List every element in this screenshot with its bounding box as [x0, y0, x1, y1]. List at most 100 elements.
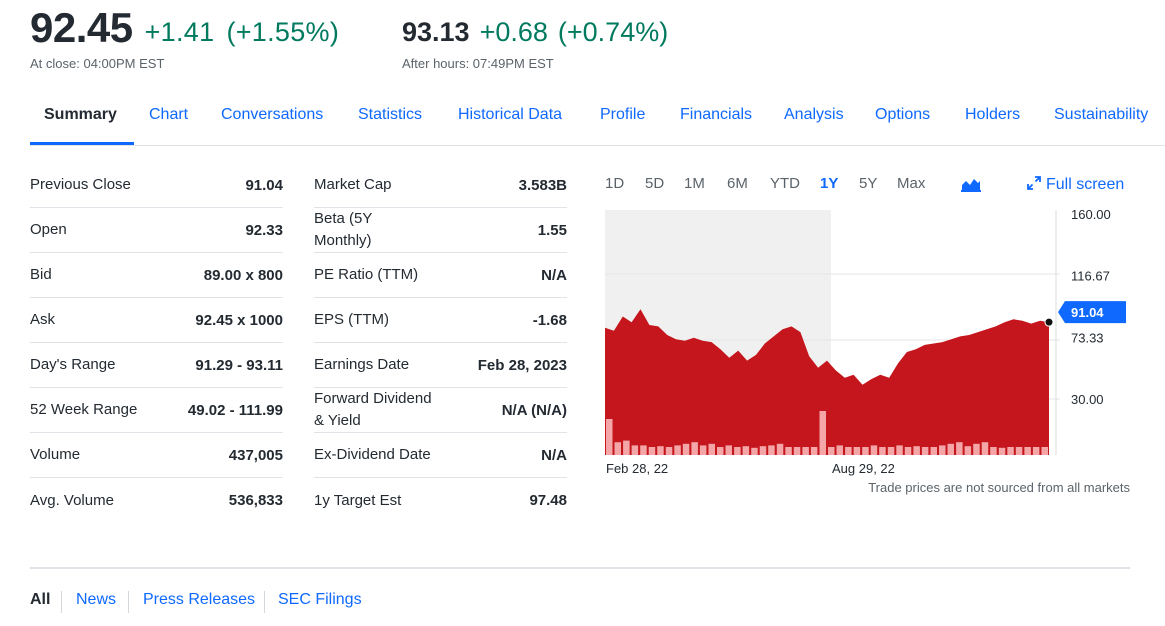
stat-label: Ex-Dividend Date: [314, 446, 431, 463]
table-row: 52 Week Range 49.02 - 111.99: [30, 388, 283, 433]
volume-bar: [921, 447, 929, 455]
after-hours-time-label: After hours: 07:49PM EST: [402, 56, 554, 71]
range-1d[interactable]: 1D: [605, 175, 625, 192]
tab-historical-data[interactable]: Historical Data: [458, 106, 563, 123]
volume-bar: [674, 445, 681, 455]
stat-value: -1.68: [532, 311, 567, 329]
volume-bar: [913, 446, 920, 455]
fullscreen-label: Full screen: [1046, 176, 1125, 193]
table-row: Previous Close 91.04: [30, 163, 283, 208]
news-tab-news[interactable]: News: [76, 591, 117, 608]
stat-label: Forward Dividend & Yield: [314, 390, 432, 429]
volume-bar: [1007, 447, 1014, 455]
area-chart-icon[interactable]: [961, 176, 981, 196]
stat-label: Open: [30, 221, 67, 238]
tab-analysis[interactable]: Analysis: [784, 106, 844, 123]
after-hours-quote: 93.13 +0.68 (+0.74%): [402, 14, 668, 50]
volume-bar: [1041, 447, 1048, 455]
summary-table-left: Previous Close 91.04 Open 92.33 Bid 89.00 x…: [30, 163, 283, 523]
news-tab-press-releases[interactable]: Press Releases: [143, 591, 256, 608]
table-row: EPS (TTM) -1.68: [314, 298, 567, 343]
volume-bar: [708, 443, 715, 455]
volume-bar: [896, 445, 903, 455]
volume-bar: [1015, 447, 1023, 455]
volume-bar: [956, 442, 963, 455]
stat-label: Previous Close: [30, 176, 131, 193]
volume-bar: [947, 443, 954, 455]
close-time-label: At close: 04:00PM EST: [30, 56, 165, 71]
stat-label: Beta (5Y Monthly): [314, 210, 373, 249]
stat-value: 92.33: [245, 221, 283, 239]
volume-bar: [887, 447, 895, 455]
stat-value: 89.00 x 800: [203, 266, 283, 284]
stat-value: 91.29 - 93.11: [195, 356, 283, 374]
tab-financials[interactable]: Financials: [680, 106, 753, 123]
price-change: +1.41: [144, 17, 215, 47]
tab-options[interactable]: Options: [875, 106, 931, 123]
price-area: [605, 309, 1049, 455]
fullscreen-button[interactable]: Full screen: [1027, 176, 1124, 194]
volume-bar: [682, 443, 690, 455]
volume-bar: [691, 442, 698, 455]
stat-label: 1y Target Est: [314, 491, 402, 509]
volume-bar: [623, 440, 630, 455]
tab-summary[interactable]: Summary: [44, 106, 117, 123]
volume-bar: [614, 442, 621, 455]
table-row: Earnings Date Feb 28, 2023: [314, 343, 567, 388]
news-tab-all[interactable]: All: [30, 591, 51, 608]
y-tick-label: 30.00: [1071, 392, 1104, 407]
stat-value: 3.583B: [518, 176, 567, 194]
news-tab-sec-filings[interactable]: SEC Filings: [278, 591, 362, 608]
range-1y[interactable]: 1Y: [820, 175, 839, 192]
volume-bar: [776, 443, 784, 455]
volume-bar: [640, 445, 647, 455]
volume-bar: [759, 446, 767, 455]
table-row: Volume 437,005: [30, 433, 283, 478]
range-max[interactable]: Max: [897, 175, 926, 192]
stat-value: 91.04: [245, 176, 283, 194]
table-row: PE Ratio (TTM) N/A: [314, 253, 567, 298]
range-6m[interactable]: 6M: [727, 175, 748, 192]
volume-bar: [1032, 447, 1040, 455]
price-chart[interactable]: 160.00 116.67 73.33 30.00 91.04 Feb 28, 22 A…: [600, 200, 1140, 480]
volume-bar: [699, 445, 707, 455]
after-hours-price: 93.13: [402, 17, 470, 47]
table-row: Bid 89.00 x 800: [30, 253, 283, 298]
volume-bar: [845, 447, 852, 455]
tab-holders[interactable]: Holders: [965, 106, 1021, 123]
volume-bar: [665, 447, 673, 455]
volume-bar: [657, 446, 664, 455]
volume-bar: [853, 447, 861, 455]
stat-label: Market Cap: [314, 176, 392, 193]
tab-statistics[interactable]: Statistics: [358, 106, 423, 123]
range-5y[interactable]: 5Y: [859, 175, 878, 192]
stat-value: 536,833: [228, 492, 283, 509]
tab-chart[interactable]: Chart: [149, 106, 189, 123]
range-5d[interactable]: 5D: [645, 175, 665, 192]
table-row: Open 92.33: [30, 208, 283, 253]
volume-bar: [964, 446, 972, 455]
tab-profile[interactable]: Profile: [600, 106, 646, 123]
stat-value: N/A: [541, 446, 567, 464]
stat-value: 437,005: [228, 446, 283, 464]
active-tab-indicator: [30, 142, 134, 145]
after-hours-change: +0.68: [479, 17, 548, 47]
stat-value: N/A (N/A): [501, 401, 567, 419]
range-1m[interactable]: 1M: [684, 175, 705, 192]
y-tick-label: 116.67: [1071, 269, 1110, 284]
tab-sustainability[interactable]: Sustainability: [1054, 106, 1149, 123]
volume-bar: [785, 447, 792, 455]
tab-conversations[interactable]: Conversations: [221, 106, 324, 123]
quote-tabs: Summary Chart Conversations Statistics H…: [30, 96, 1165, 146]
expand-icon: [1027, 176, 1041, 190]
range-ytd[interactable]: YTD: [770, 175, 800, 192]
table-row: Beta (5Y Monthly) 1.55: [314, 208, 567, 253]
volume-bar: [981, 442, 989, 455]
after-hours-change-percent: (+0.74%): [557, 17, 669, 47]
volume-bar: [973, 443, 980, 455]
stat-value: 97.48: [529, 492, 567, 509]
y-tick-label: 160.00: [1071, 207, 1111, 222]
stat-value: Feb 28, 2023: [477, 356, 567, 374]
summary-table-right: Market Cap 3.583B Beta (5Y Monthly) 1.55 P…: [314, 163, 567, 523]
table-row: Day's Range 91.29 - 93.11: [30, 343, 283, 388]
